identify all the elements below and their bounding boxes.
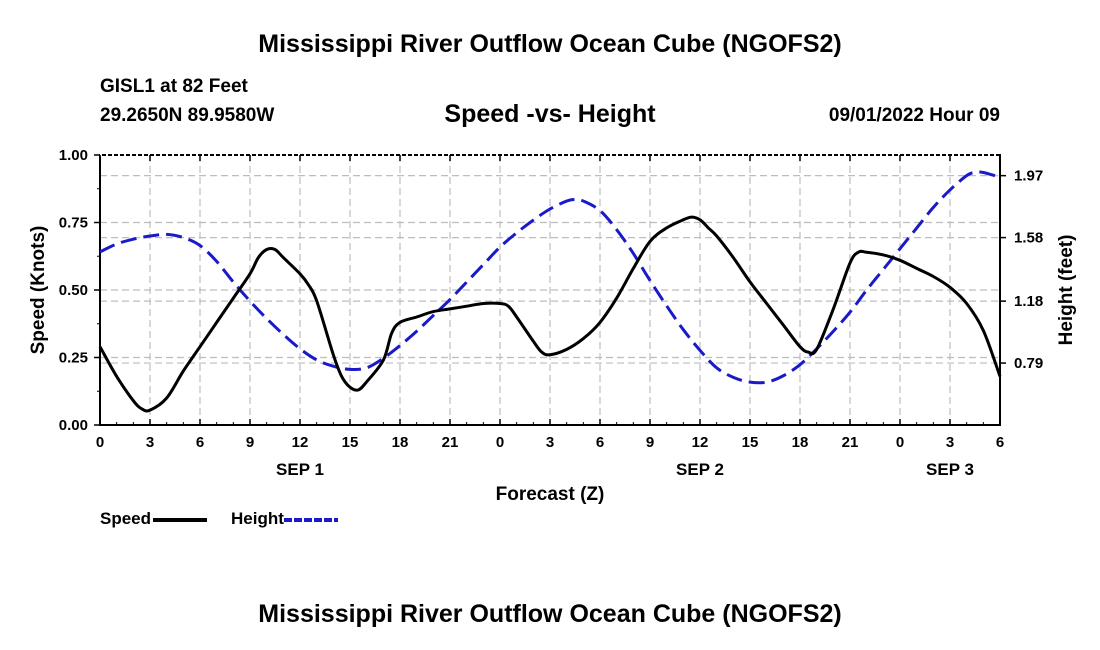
x-tick-label: 12 xyxy=(292,434,309,451)
legend-speed: Speed xyxy=(100,509,208,529)
x-tick-label: 3 xyxy=(946,434,954,451)
legend-speed-label: Speed xyxy=(100,509,152,528)
x-tick-label: 9 xyxy=(646,434,654,451)
x-tick-label: 0 xyxy=(896,434,904,451)
y-tick-label-left: 0.75 xyxy=(59,215,88,232)
x-tick-label: 21 xyxy=(842,434,859,451)
y-axis-label-right: Height (feet) xyxy=(1056,235,1077,346)
x-tick-label: 6 xyxy=(596,434,604,451)
x-tick-label: 15 xyxy=(742,434,759,451)
date-label: SEP 3 xyxy=(926,460,974,479)
y-tick-label-left: 0.50 xyxy=(59,282,88,299)
chart-grid xyxy=(100,155,1000,425)
x-tick-label: 21 xyxy=(442,434,459,451)
x-tick-label: 9 xyxy=(246,434,254,451)
x-tick-label: 6 xyxy=(196,434,204,451)
speed-height-chart: 0 3 6 9 12 15 18 21 0 3 6 9 12 15 18 21 0 3 6 0.00 0.25 0.50 0… xyxy=(28,147,1077,505)
axis-ticks: 0 3 6 9 12 15 18 21 0 3 6 9 12 15 18 21 0 3 6 0.00 0.25 0.50 0… xyxy=(59,147,1043,479)
y-tick-label-right: 1.18 xyxy=(1014,293,1043,310)
x-tick-label: 0 xyxy=(96,434,104,451)
legend-speed-swatch xyxy=(153,518,208,522)
y-tick-label-right: 1.97 xyxy=(1014,168,1043,185)
page-title: Mississippi River Outflow Ocean Cube (NG… xyxy=(258,30,842,58)
date-label: SEP 1 xyxy=(276,460,324,479)
x-tick-label: 12 xyxy=(692,434,709,451)
y-tick-label-left: 1.00 xyxy=(59,147,88,164)
y-tick-label-right: 1.58 xyxy=(1014,230,1043,247)
chart-series xyxy=(98,170,1002,413)
x-tick-label: 18 xyxy=(392,434,409,451)
legend-height-label: Height xyxy=(231,509,284,528)
legend-height-swatch xyxy=(283,518,338,522)
x-tick-label: 0 xyxy=(496,434,504,451)
forecast-datetime: 09/01/2022 Hour 09 xyxy=(828,105,1000,126)
x-tick-label: 3 xyxy=(546,434,554,451)
date-label: SEP 2 xyxy=(676,460,724,479)
y-tick-label-left: 0.00 xyxy=(59,417,88,434)
y-tick-label-right: 0.79 xyxy=(1014,355,1043,372)
x-tick-label: 15 xyxy=(342,434,359,451)
x-axis-label: Forecast (Z) xyxy=(496,484,605,505)
series-line-height xyxy=(99,170,1001,385)
series-line-speed xyxy=(98,215,1002,413)
y-tick-label-left: 0.25 xyxy=(59,350,88,367)
footer-title: Mississippi River Outflow Ocean Cube (NG… xyxy=(258,600,842,628)
station-coordinates: 29.2650N 89.9580W xyxy=(100,105,275,126)
x-tick-label: 6 xyxy=(996,434,1004,451)
x-tick-label: 3 xyxy=(146,434,154,451)
station-label: GISL1 at 82 Feet xyxy=(100,76,248,97)
y-axis-label-left: Speed (Knots) xyxy=(28,226,49,355)
legend-height: Height xyxy=(231,509,338,529)
x-tick-label: 18 xyxy=(792,434,809,451)
chart-title: Speed -vs- Height xyxy=(444,100,656,128)
